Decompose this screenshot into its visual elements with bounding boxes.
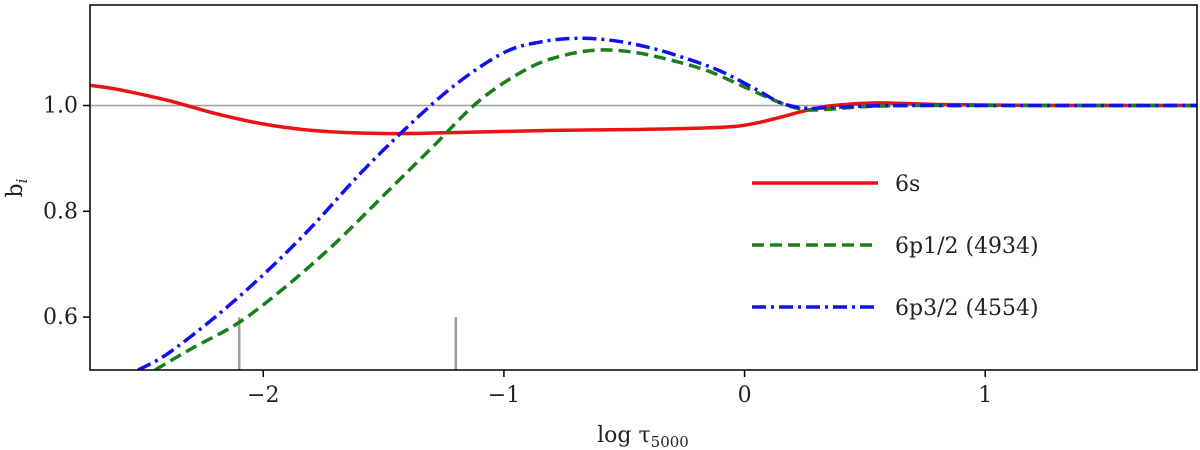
legend-label-1: 6s (895, 172, 920, 197)
y-axis-label: bi (3, 178, 31, 197)
series-line-3 (137, 36, 1197, 370)
x-tick-label: −1 (488, 383, 520, 408)
x-tick-label: 1 (978, 383, 992, 408)
legend-label-2: 6p1/2 (4934) (895, 234, 1039, 259)
x-axis-label: log τ5000 (597, 423, 689, 450)
y-tick-label: 1.0 (43, 94, 78, 119)
legend-label-3: 6p3/2 (4554) (895, 296, 1039, 321)
series-line-1 (90, 83, 1197, 136)
plot-frame (89, 4, 1198, 371)
series-line-2 (154, 48, 1197, 370)
x-tick-label: 0 (738, 383, 752, 408)
y-tick-label: 0.6 (43, 305, 78, 330)
x-tick-label: −2 (247, 383, 279, 408)
y-tick-label: 0.8 (43, 199, 78, 224)
